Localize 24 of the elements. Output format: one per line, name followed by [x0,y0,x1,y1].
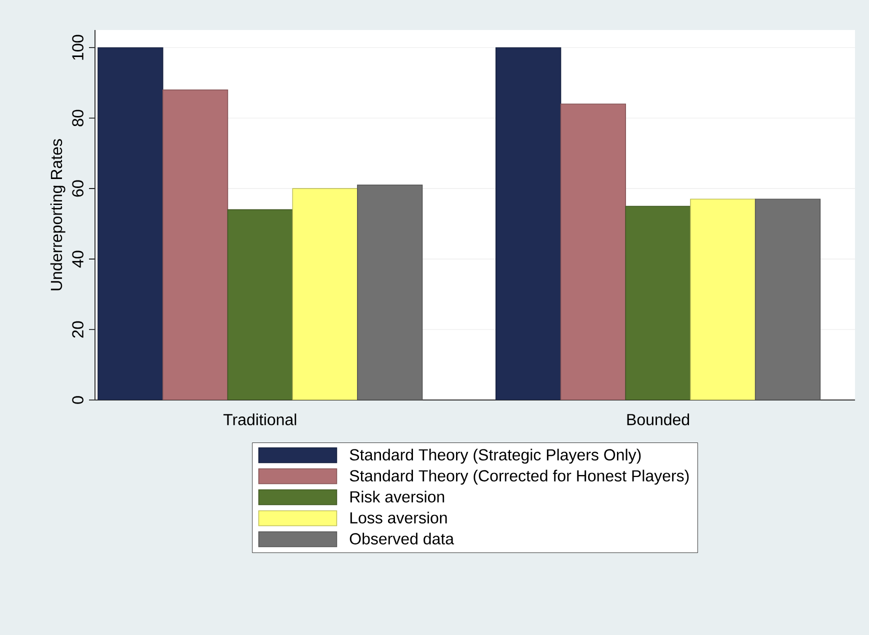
y-tick-label: 0 [72,396,84,404]
bar [560,104,626,400]
y-axis-title: Underreporting Rates [50,139,66,290]
bar [754,198,821,400]
legend-label: Risk aversion [350,490,444,502]
legend-label: Standard Theory (Corrected for Honest Players) [350,470,689,485]
legend-label: Observed data [350,532,454,544]
bar [357,184,423,400]
bar [227,209,293,400]
bar [690,198,756,400]
bar [98,47,164,400]
y-tick-label: 60 [72,180,84,197]
y-tick-label: 80 [72,110,84,126]
y-tick-label: 20 [72,321,84,338]
legend-label: Standard Theory (Strategic Players Only) [350,448,641,464]
bar [495,47,562,400]
legend-label: Loss aversion [350,512,447,524]
bar [625,206,691,400]
x-tick-label: Traditional [223,414,296,426]
x-tick-label: Bounded [627,414,690,426]
bar [162,90,228,400]
y-tick-label: 40 [72,250,84,268]
y-tick-label: 100 [72,34,84,60]
bar [292,188,358,400]
